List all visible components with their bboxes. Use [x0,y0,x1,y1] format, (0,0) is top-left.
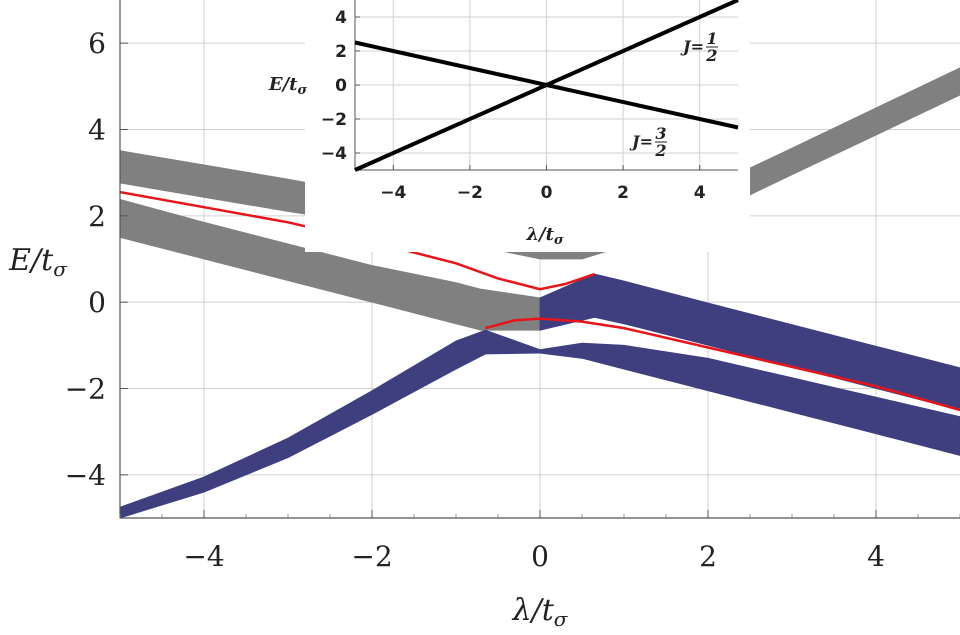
inset-y-tick-label: −2 [321,110,347,130]
inset-y-tick-label: 2 [335,42,347,62]
inset-x-tick-label: −4 [380,183,406,203]
inset-line-1 [354,40,739,130]
main-x-tick-label: −4 [183,540,224,573]
main-y-tick-label: −4 [65,459,106,492]
inset-x-tick-label: 0 [541,183,553,203]
main-y-tick-label: 6 [88,27,106,60]
inset-annotation-j-half-numerator: 1 [706,29,717,48]
blue-band-4 [539,342,960,456]
inset-annotation-j-half-prefix: J= [680,37,704,56]
inset-y-axis-label: E/tσ [268,74,308,98]
inset-annotation-j-three-halves-denominator: 2 [654,141,666,160]
inset-y-tick-label: 4 [335,8,347,28]
inset-annotation-j-half-denominator: 2 [705,46,717,65]
inset-x-tick-label: 4 [694,183,706,203]
inset-annotation-j-half: J= 12 [680,29,718,65]
inset-y-tick-label: 0 [335,76,347,96]
main-x-tick-label: 2 [699,540,717,573]
main-y-tick-label: 0 [88,286,106,319]
main-y-tick-label: −2 [65,373,106,406]
inset-y-tick-label: −4 [321,144,347,164]
blue-band-2 [539,273,960,411]
main-y-tick-label: 4 [88,114,106,147]
main-x-tick-label: 0 [531,540,549,573]
main-y-axis-label: E/tσ [8,243,68,281]
inset-background [305,0,750,252]
blue-band-3 [119,329,541,519]
red-curve-6 [485,317,960,412]
inset-x-axis-label: λ/tσ [525,224,564,248]
main-x-tick-label: −2 [351,540,392,573]
red-curve-5 [119,190,595,291]
inset-annotation-j-three-halves: J= 32 [629,124,667,160]
inset-annotation-j-three-halves-prefix: J= [629,132,653,151]
inset-x-tick-label: −2 [457,183,483,203]
main-x-axis-label: λ/tσ [512,593,569,631]
inset-x-tick-label: 2 [617,183,629,203]
main-y-tick-label: 2 [88,200,106,233]
main-x-tick-label: 4 [867,540,885,573]
inset-annotation-j-three-halves-numerator: 3 [655,124,666,143]
